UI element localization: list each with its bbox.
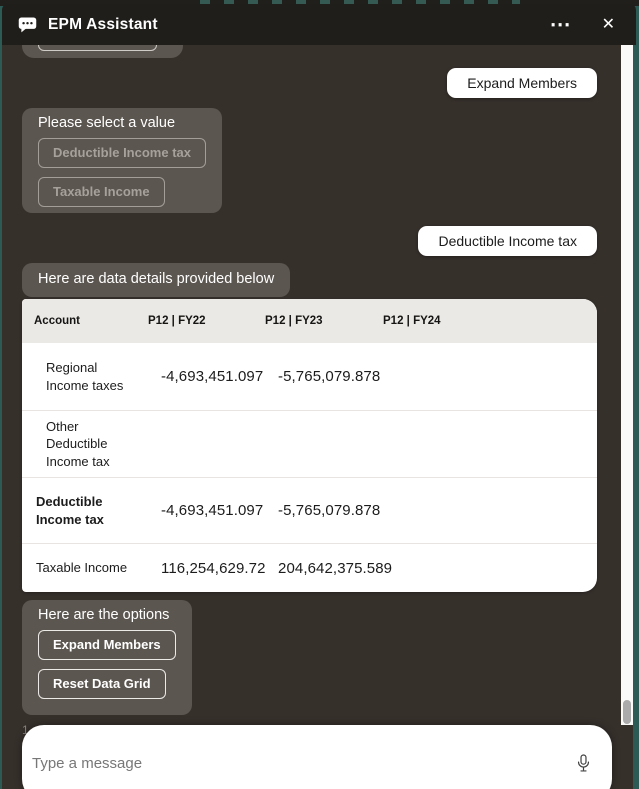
value-cell: -4,693,451.097 (161, 502, 264, 519)
option-reset-data-grid[interactable]: Reset Data Grid (38, 669, 166, 699)
chat-scroll-area[interactable]: Expand Members Please select a value Ded… (2, 45, 633, 789)
truncated-option-button[interactable] (38, 45, 157, 51)
table-body: Regional Income taxes -4,693,451.097 -5,… (22, 343, 597, 592)
account-cell: Other Deductible Income tax (46, 418, 110, 469)
background-pattern (200, 0, 520, 6)
truncated-message-bubble (22, 45, 183, 58)
table-header-row: Account P12 | FY22 P12 | FY23 P12 | FY24 (22, 299, 597, 343)
bot-message-data-intro: Here are data details provided below (22, 263, 291, 297)
microphone-icon[interactable] (573, 751, 594, 776)
window-title: EPM Assistant (48, 15, 158, 33)
value-cell: -5,765,079.878 (278, 368, 381, 385)
column-header-account: Account (34, 315, 80, 327)
value-cell: 204,642,375.589 (278, 559, 393, 577)
user-message-deductible-income-tax: Deductible Income tax (418, 226, 597, 256)
table-row: Regional Income taxes -4,693,451.097 -5,… (22, 343, 597, 411)
message-input[interactable] (32, 754, 573, 772)
chat-bubble-icon (17, 14, 38, 35)
value-cell: -4,693,451.097 (161, 368, 264, 385)
value-cell: -5,765,079.878 (278, 502, 381, 519)
column-header-p12-fy23: P12 | FY23 (265, 315, 323, 327)
column-header-p12-fy22: P12 | FY22 (148, 315, 206, 327)
bot-message-select-value: Please select a value Deductible Income … (22, 108, 222, 213)
scrollbar-track[interactable] (621, 45, 633, 725)
account-cell: Deductible Income tax (36, 493, 104, 527)
page-background-strip (0, 0, 639, 6)
overflow-menu-icon[interactable]: ⋯ (544, 12, 578, 37)
value-cell: 116,254,629.72 (161, 559, 266, 577)
message-list: Expand Members Please select a value Ded… (22, 45, 597, 738)
message-composer (22, 725, 612, 789)
data-grid: Account P12 | FY22 P12 | FY23 P12 | FY24… (22, 299, 597, 592)
column-header-p12-fy24: P12 | FY24 (383, 315, 441, 327)
bot-message-options: Here are the options Expand Members Rese… (22, 600, 192, 715)
chat-header: EPM Assistant ⋯ ✕ (2, 4, 636, 45)
select-value-prompt: Please select a value (38, 115, 176, 131)
table-row: Other Deductible Income tax (22, 411, 597, 478)
account-cell: Taxable Income (36, 560, 128, 576)
account-cell: Regional Income taxes (46, 359, 124, 393)
close-icon[interactable]: ✕ (596, 15, 621, 35)
option-deductible-income-tax[interactable]: Deductible Income tax (38, 138, 206, 168)
table-row: Deductible Income tax -4,693,451.097 -5,… (22, 478, 597, 544)
option-expand-members[interactable]: Expand Members (38, 630, 176, 660)
scrollbar-thumb[interactable] (623, 700, 631, 724)
table-row: Taxable Income 116,254,629.72 204,642,37… (22, 544, 597, 592)
option-taxable-income[interactable]: Taxable Income (38, 177, 165, 207)
user-message-expand-members: Expand Members (447, 68, 597, 98)
options-prompt: Here are the options (38, 607, 170, 623)
